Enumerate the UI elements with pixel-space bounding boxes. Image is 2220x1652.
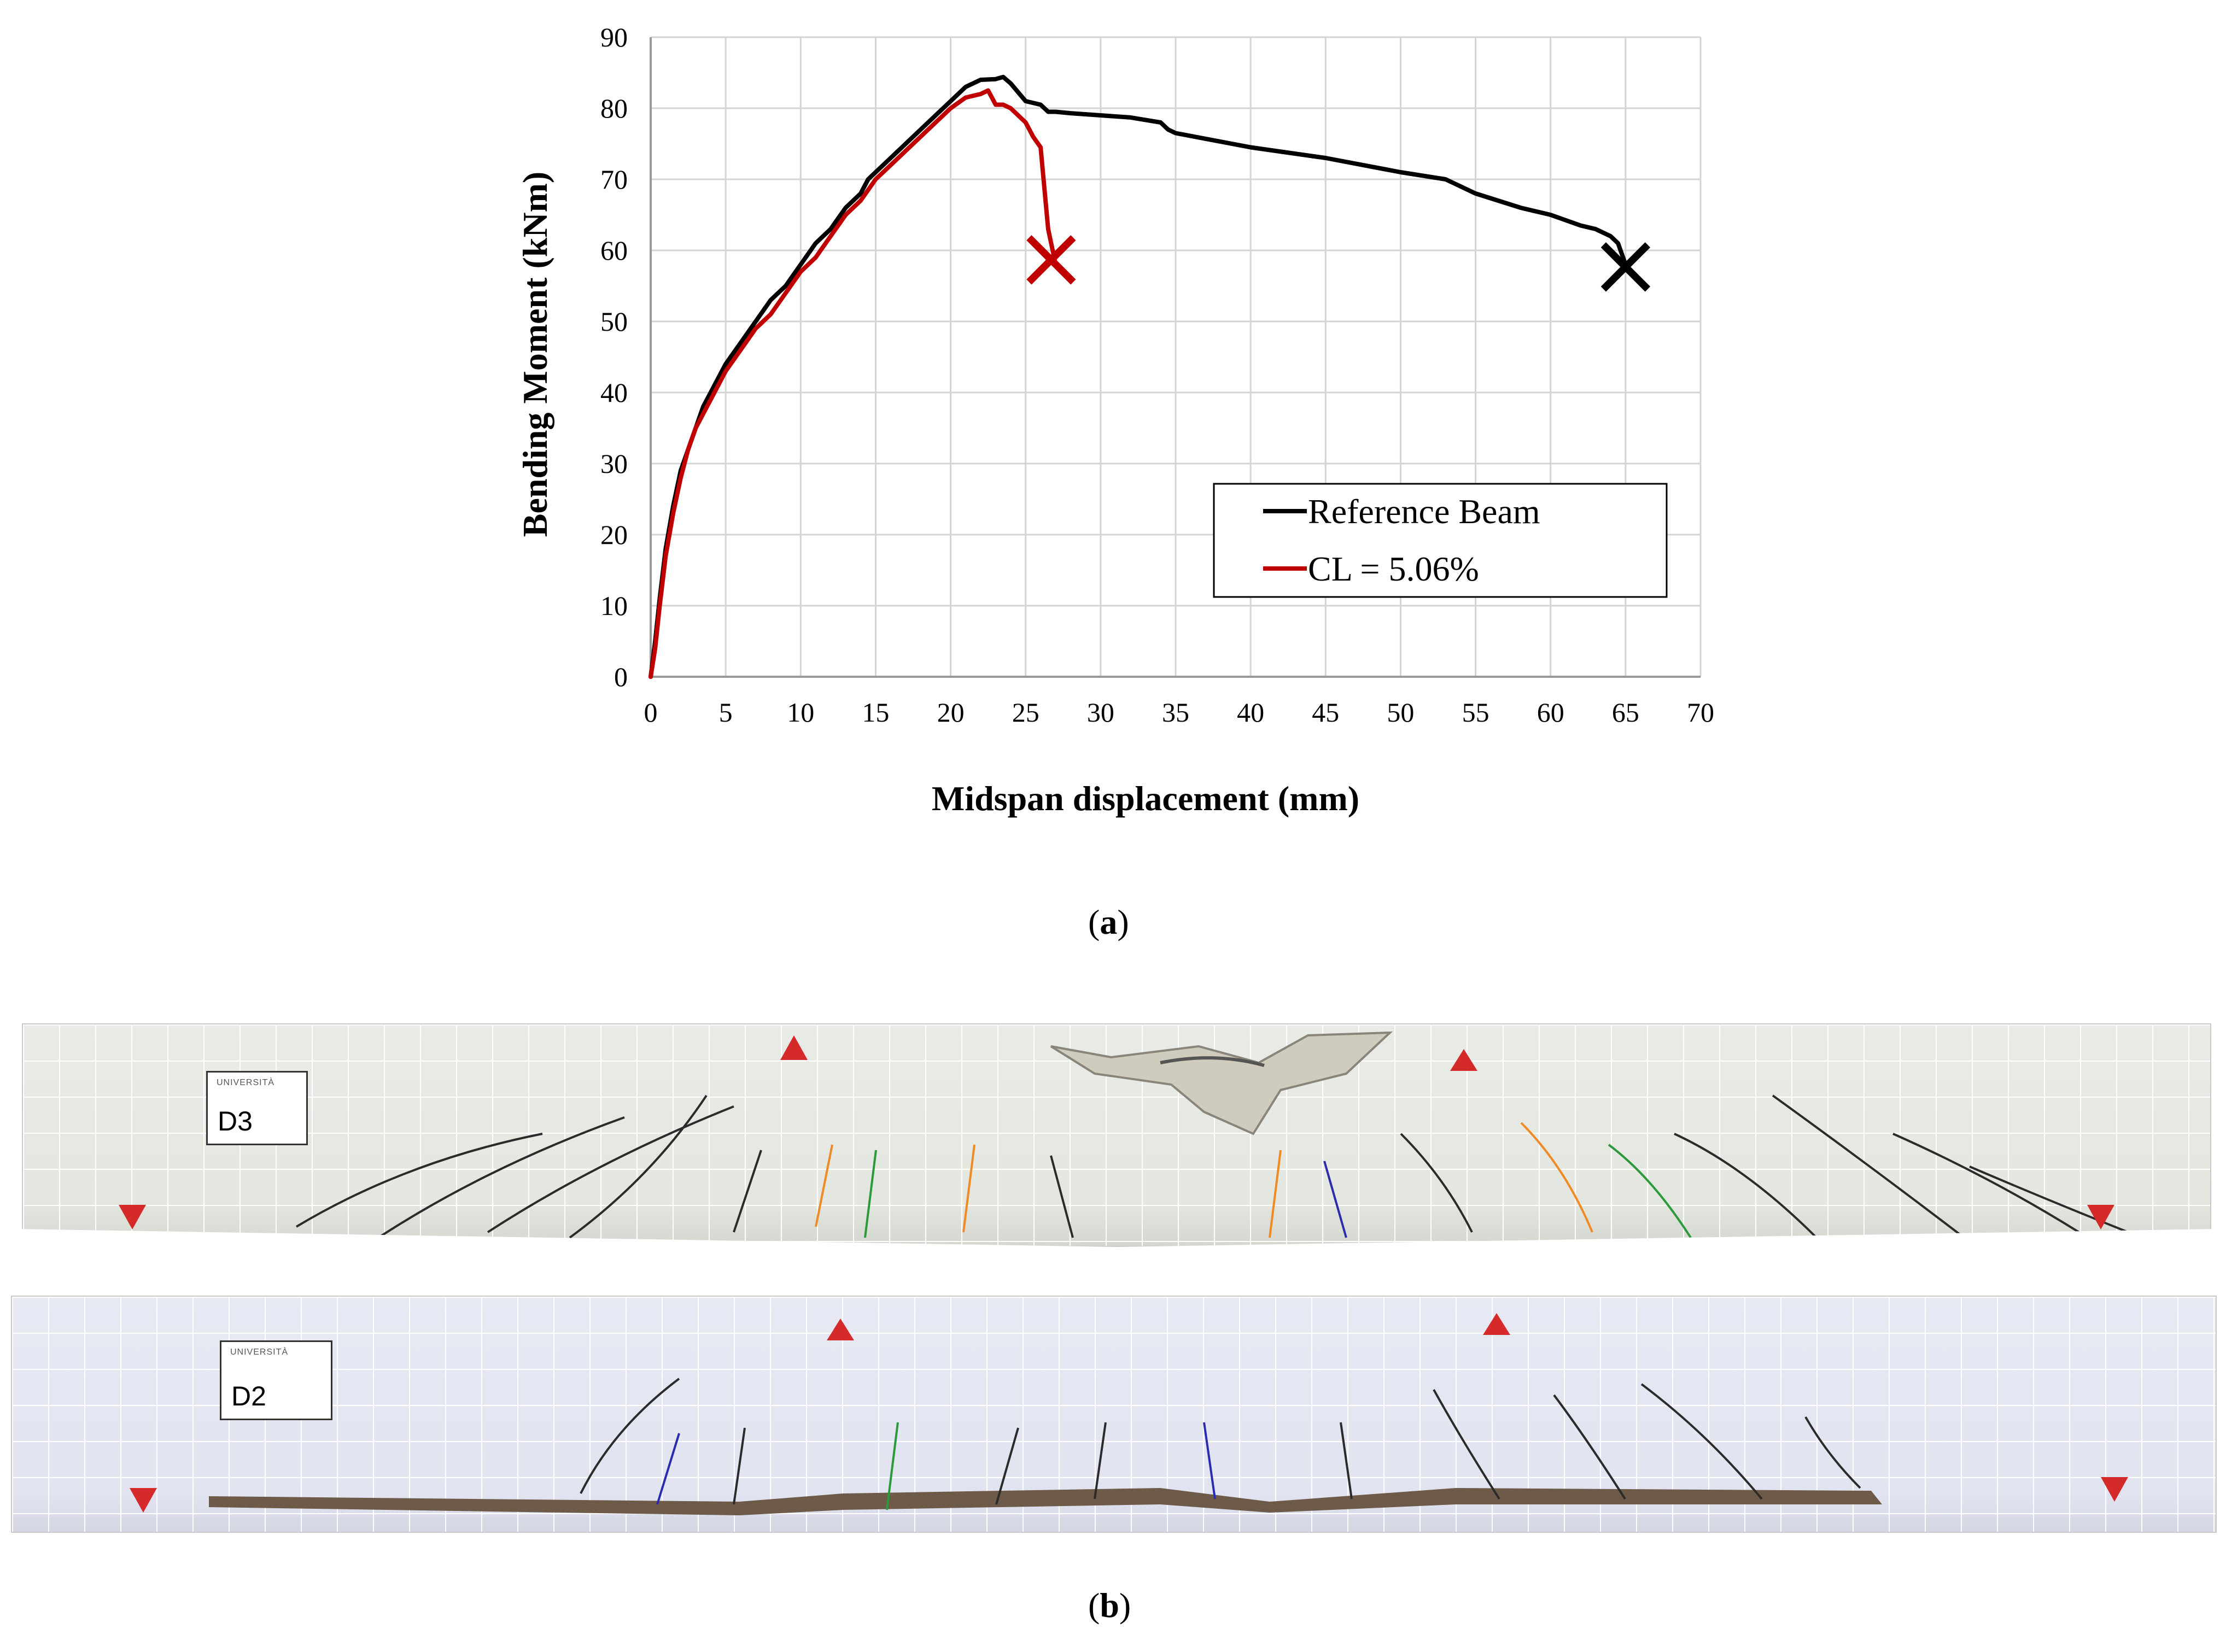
crack-pattern [295,1094,2129,1239]
y-tick-60: 60 [600,235,628,266]
x-tick-30: 30 [1087,697,1114,728]
y-tick-0: 0 [614,661,628,692]
failure-marker-0: × [1014,206,1088,308]
x-tick-15: 15 [862,697,889,728]
load-point-marker-left [827,1319,854,1340]
failure-marker-1: × [1589,213,1662,315]
caption-a-letter: a [1100,903,1118,941]
x-tick-45: 45 [1312,697,1339,728]
beam-photo-bottom: UNIVERSITÀ D2 [11,1296,2217,1533]
crack-pattern [580,1378,1861,1510]
exposed-rebar [209,1488,1882,1515]
x-tick-labels: 0 5 10 15 20 25 30 35 40 45 50 55 60 65 70 [644,697,1715,728]
caption-a-close: ) [1117,903,1129,941]
beam-tag-d2: UNIVERSITÀ D2 [220,1340,332,1420]
x-axis-label: Midspan displacement (mm) [932,779,1359,818]
x-tick-5: 5 [719,697,733,728]
spalled-concrete [1050,1031,1393,1135]
series-line-1 [649,88,1058,679]
x-tick-0: 0 [644,697,658,728]
y-tick-10: 10 [600,590,628,621]
legend-label-reference-beam: Reference Beam [1308,492,1540,531]
y-tick-20: 20 [600,519,628,550]
caption-a: (a) [1088,902,1129,942]
support-marker-right [2101,1477,2128,1502]
y-tick-40: 40 [600,377,628,408]
x-tick-25: 25 [1012,697,1039,728]
x-tick-65: 65 [1612,697,1639,728]
caption-b-letter: b [1100,1586,1119,1625]
beam-tag-d3: UNIVERSITÀ D3 [206,1071,308,1145]
beam-photo-top: UNIVERSITÀ D3 [22,1023,2211,1247]
load-point-marker-right [1450,1049,1477,1071]
x-tick-60: 60 [1537,697,1564,728]
y-tick-70: 70 [600,164,628,195]
load-point-marker-left [780,1035,808,1060]
chart-legend: Reference Beam CL = 5.06% [1213,483,1668,598]
x-tick-35: 35 [1162,697,1189,728]
beam-bottom-grid [12,1297,2216,1532]
x-tick-10: 10 [787,697,814,728]
chart-series [649,74,1628,679]
support-marker-left [130,1488,157,1513]
legend-label-cl-5-06: CL = 5.06% [1308,549,1479,588]
caption-a-open: ( [1088,903,1100,941]
support-marker-left [119,1205,146,1229]
x-tick-70: 70 [1687,697,1714,728]
caption-b: (b) [1088,1585,1131,1626]
failure-markers: × × [1014,206,1662,315]
beam-tag-d3-text: D3 [218,1106,253,1137]
chart-axes [650,37,1701,678]
caption-b-close: ) [1119,1586,1131,1625]
legend-box [1213,483,1668,598]
series-line-0 [649,74,1628,679]
y-tick-50: 50 [600,306,628,337]
load-point-marker-right [1483,1313,1510,1335]
caption-b-open: ( [1088,1586,1100,1625]
beam-top-grid [23,1024,2210,1246]
x-tick-40: 40 [1237,697,1264,728]
support-marker-right [2087,1205,2114,1229]
x-tick-50: 50 [1387,697,1414,728]
y-tick-labels: 0 10 20 30 40 50 60 70 80 90 [600,22,628,692]
y-tick-80: 80 [600,93,628,124]
x-tick-20: 20 [937,697,965,728]
x-tick-55: 55 [1462,697,1489,728]
beam-tag-d2-text: D2 [231,1381,266,1411]
y-tick-90: 90 [600,22,628,52]
y-axis-label: Bending Moment (kNm) [516,172,554,537]
y-tick-30: 30 [600,448,628,479]
